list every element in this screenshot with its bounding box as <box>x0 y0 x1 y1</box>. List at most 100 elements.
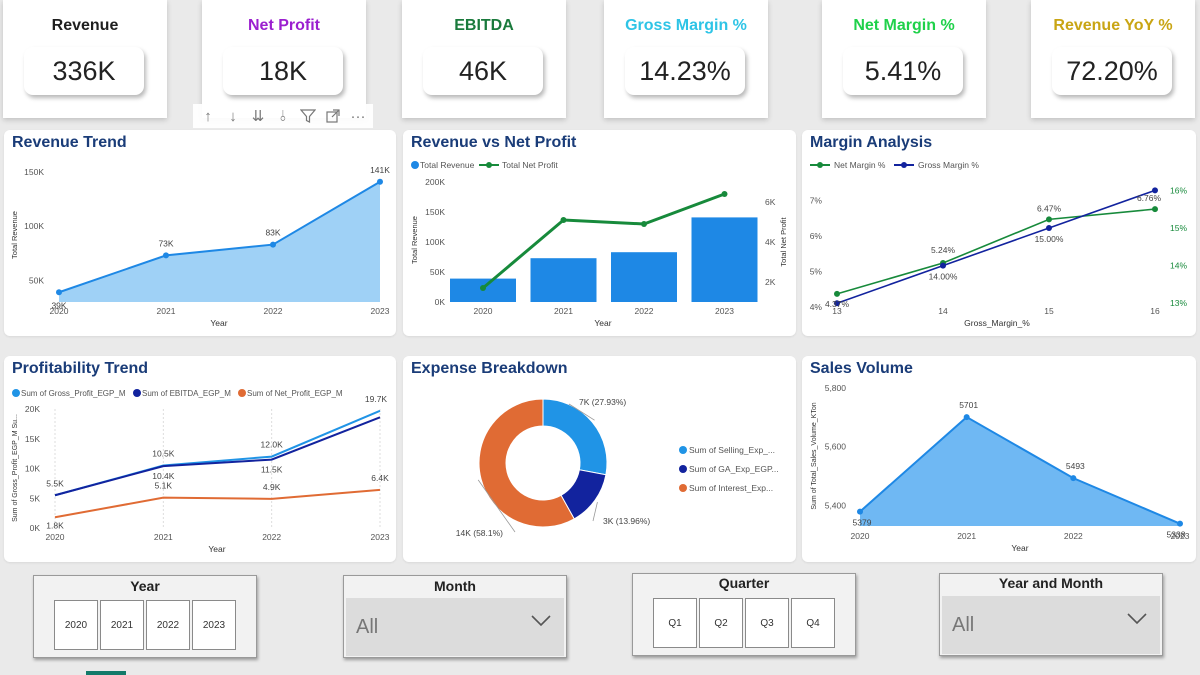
legend-label: Sum of EBITDA_EGP_M <box>142 389 231 398</box>
y2-tick-label: 4K <box>765 237 776 247</box>
data-label: 6.76% <box>1137 193 1162 203</box>
quarter-option-q3[interactable]: Q3 <box>745 598 789 648</box>
data-label: 3K (13.96%) <box>603 516 650 526</box>
legend-marker <box>817 162 823 168</box>
y-tick-label: 5,800 <box>825 383 847 393</box>
legend-marker <box>12 389 20 397</box>
data-label: 12.0K <box>261 440 284 450</box>
page-tab-indicator[interactable] <box>86 671 126 675</box>
revenue-trend-chart: 39K 73K 83K 141K 50K 100K 150K 2020 2021 2022 2023… <box>10 165 390 328</box>
data-point <box>56 289 62 296</box>
chart-title: Profitability Trend <box>12 360 149 377</box>
margin-analysis-card[interactable]: Margin Analysis Net Margin % Gross Margin… <box>802 130 1196 336</box>
year-option-2022[interactable]: 2022 <box>146 600 190 650</box>
data-point <box>1152 187 1158 194</box>
arrow-up-icon[interactable]: ↑ <box>204 107 212 125</box>
data-point <box>1070 475 1077 482</box>
slicer-title: Year and Month <box>998 575 1104 591</box>
data-point <box>641 221 647 227</box>
double-arrow-down-icon[interactable]: ⇊ <box>251 108 265 125</box>
y-tick-label: 6% <box>810 231 823 241</box>
kpi-card-gross-margin[interactable]: Gross Margin % 14.23% <box>604 0 768 118</box>
data-label: 4.9K <box>263 482 281 492</box>
y-tick-label: 10K <box>25 464 40 474</box>
kpi-title: Net Margin % <box>853 17 955 34</box>
quarter-option-q4[interactable]: Q4 <box>791 598 835 648</box>
chart-title: Margin Analysis <box>810 134 933 151</box>
kpi-value: 14.23% <box>625 47 745 95</box>
year-option-2023[interactable]: 2023 <box>192 600 236 650</box>
y-axis-label: Total Revenue <box>410 216 419 264</box>
y-tick-label: 5K <box>30 493 41 503</box>
data-point <box>857 508 863 515</box>
profitability-trend-chart: Sum of Gross_Profit_EGP_M Sum of EBITDA_E… <box>12 389 390 554</box>
y2-axis-label: Total Net Profit <box>779 216 788 266</box>
x-tick-label: 2023 <box>371 306 390 316</box>
data-point <box>560 217 567 223</box>
kpi-card-net-profit[interactable]: Net Profit 18K <box>202 0 366 118</box>
x-axis-label: Year <box>210 318 227 328</box>
legend-label: Total Revenue <box>420 160 475 170</box>
y-tick-label: 0K <box>435 297 446 307</box>
arrow-down-icon[interactable]: ↓ <box>229 107 237 125</box>
legend-marker <box>679 484 687 492</box>
data-label: 5701 <box>959 400 978 410</box>
bar <box>530 258 597 302</box>
x-tick-label: 2021 <box>154 532 173 542</box>
month-slicer: Month All <box>343 575 567 658</box>
more-options-icon[interactable]: ··· <box>350 107 366 125</box>
y-axis-label: Sum of Total_Sales_Volume_KTon <box>811 402 818 509</box>
year-and-month-dropdown[interactable]: All <box>942 596 1160 654</box>
revenue-trend-card[interactable]: Revenue Trend 39K 73K 83K 141K 50K 100K 150K 20… <box>4 130 396 336</box>
quarter-option-q2[interactable]: Q2 <box>699 598 743 648</box>
bar <box>611 252 677 302</box>
y-tick-label: 150K <box>24 167 44 177</box>
sales-volume-chart: 5379 5701 5493 5338 5,400 5,600 5,800 2020 2021 2… <box>811 383 1190 553</box>
data-label: 14.00% <box>929 272 958 282</box>
data-label: 11.5K <box>261 465 283 475</box>
filter-icon[interactable] <box>297 105 319 127</box>
x-tick-label: 2020 <box>46 532 65 542</box>
x-axis-label: Gross_Margin_% <box>964 318 1030 328</box>
data-point <box>834 300 840 307</box>
sales-volume-card[interactable]: Sales Volume 5379 5701 5493 5338 5,400 5,600 5… <box>802 356 1196 562</box>
kpi-card-revenue[interactable]: Revenue 336K <box>3 0 167 118</box>
data-point <box>940 262 946 269</box>
revenue-vs-profit-card[interactable]: Revenue vs Net Profit Total Revenue Total… <box>403 130 796 336</box>
x-tick-label: 2022 <box>1064 531 1083 541</box>
x-tick-label: 2023 <box>715 306 734 316</box>
bar <box>691 217 758 302</box>
visual-header-toolbar: ↑ ↓ ⇊ ⫰ ··· <box>193 104 373 128</box>
kpi-card-ebitda[interactable]: EBITDA 46K <box>402 0 566 118</box>
focus-mode-icon[interactable] <box>322 105 344 127</box>
y-tick-label: 5,400 <box>825 500 847 510</box>
year-option-2021[interactable]: 2021 <box>100 600 144 650</box>
y-tick-label: 50K <box>430 267 445 277</box>
legend-marker <box>486 162 492 168</box>
expand-hierarchy-icon[interactable]: ⫰ <box>279 107 287 125</box>
quarter-option-q1[interactable]: Q1 <box>653 598 697 648</box>
year-option-2020[interactable]: 2020 <box>54 600 98 650</box>
legend-label: Sum of Net_Profit_EGP_M <box>247 389 343 398</box>
x-axis-label: Year <box>208 544 225 554</box>
x-axis-label: Year <box>1011 543 1028 553</box>
legend-label: Total Net Profit <box>502 160 558 170</box>
month-dropdown[interactable]: All <box>346 598 564 656</box>
legend-label: Sum of Interest_Exp... <box>689 483 773 493</box>
data-label: 7K (27.93%) <box>579 397 626 407</box>
kpi-card-revenue-yoy[interactable]: Revenue YoY % 72.20% <box>1031 0 1195 118</box>
data-label: 5493 <box>1066 461 1085 471</box>
kpi-card-net-margin[interactable]: Net Margin % 5.41% <box>822 0 986 118</box>
y-tick-label: 100K <box>425 237 445 247</box>
data-label: 19.7K <box>365 394 388 404</box>
profitability-trend-card[interactable]: Profitability Trend Sum of Gross_Profit_… <box>4 356 396 562</box>
x-tick-label: 2022 <box>635 306 654 316</box>
legend-label: Net Margin % <box>834 160 886 170</box>
data-label: 6.4K <box>371 473 389 483</box>
data-point <box>721 191 728 197</box>
donut-slice <box>478 398 575 528</box>
legend-label: Gross Margin % <box>918 160 979 170</box>
callout-line <box>477 479 516 533</box>
data-label: 5338 <box>1167 530 1186 540</box>
expense-breakdown-card[interactable]: Expense Breakdown 7K (27.93%) Sum of Sell… <box>403 356 796 562</box>
